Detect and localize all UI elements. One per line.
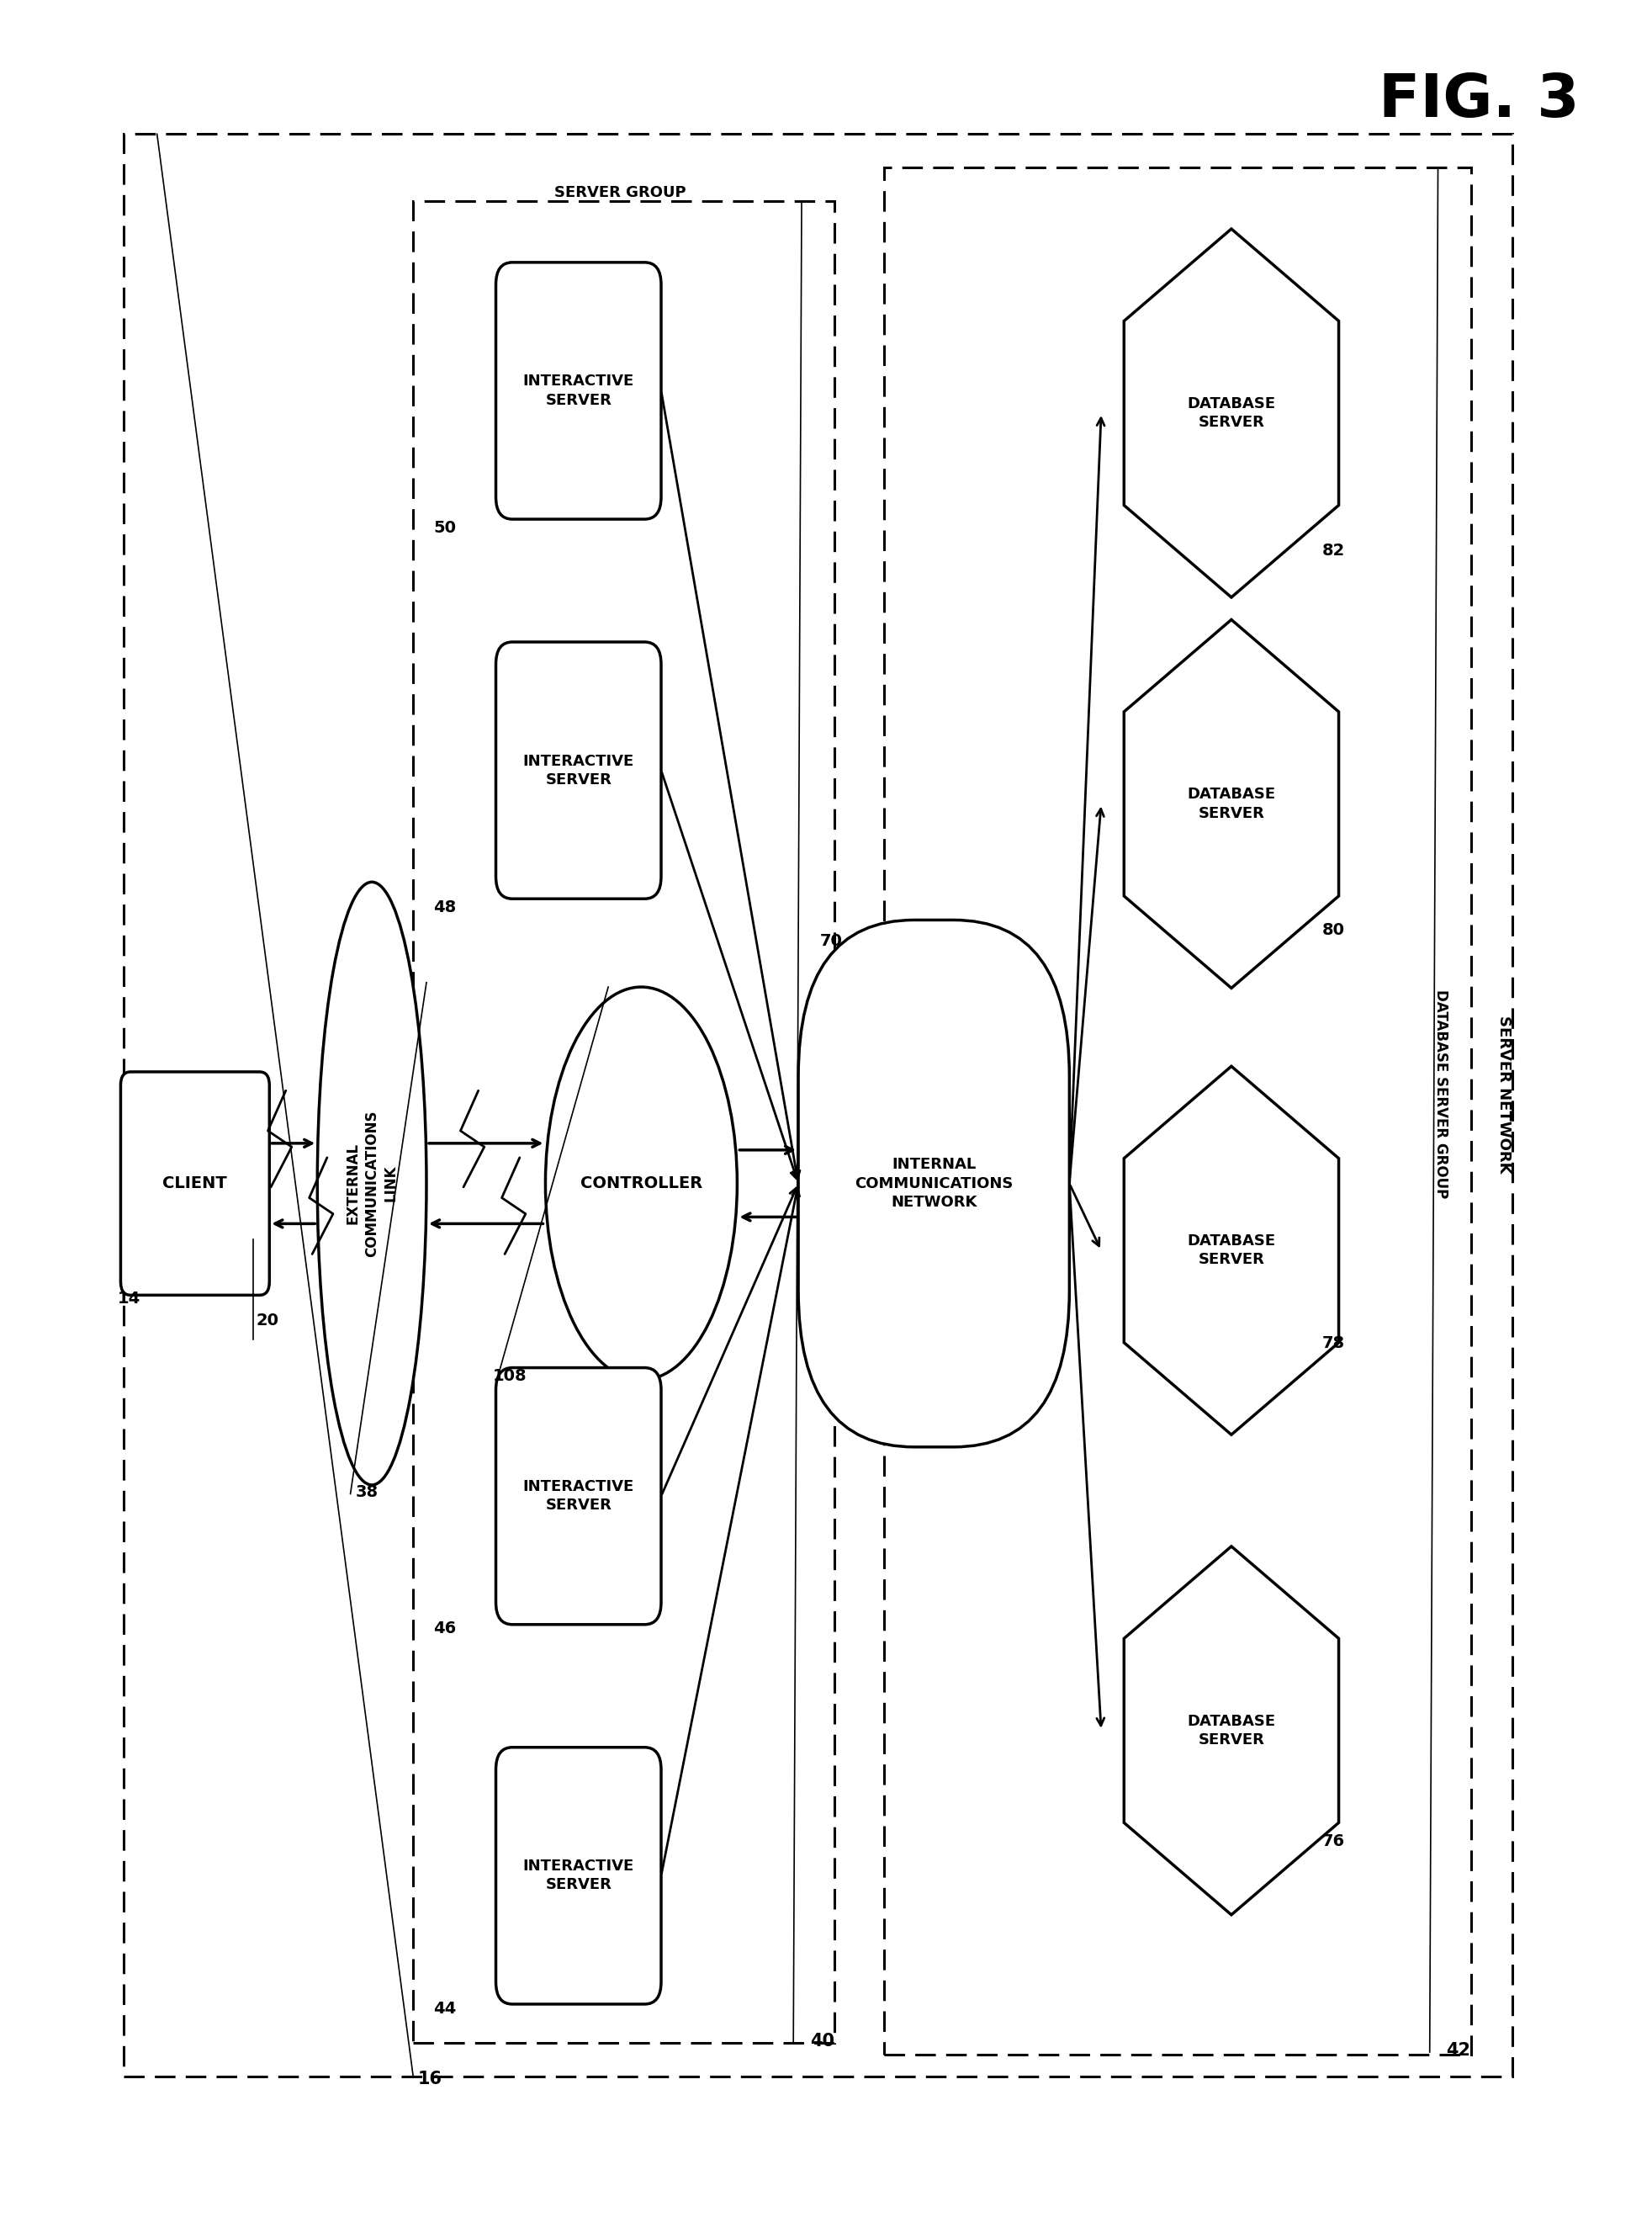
Text: 108: 108 <box>492 1369 527 1384</box>
Text: SERVER NETWORK: SERVER NETWORK <box>1495 1016 1512 1172</box>
Polygon shape <box>1123 1545 1338 1916</box>
Text: CLIENT: CLIENT <box>162 1175 228 1192</box>
FancyBboxPatch shape <box>496 1367 661 1626</box>
Text: 16: 16 <box>418 2070 441 2088</box>
Polygon shape <box>1123 619 1338 987</box>
Text: INTERACTIVE
SERVER: INTERACTIVE SERVER <box>522 373 634 409</box>
Text: INTERNAL
COMMUNICATIONS
NETWORK: INTERNAL COMMUNICATIONS NETWORK <box>854 1157 1013 1210</box>
Text: INTERACTIVE
SERVER: INTERACTIVE SERVER <box>522 753 634 788</box>
Text: DATABASE
SERVER: DATABASE SERVER <box>1186 1233 1275 1268</box>
Bar <box>413 201 834 2043</box>
Text: DATABASE
SERVER: DATABASE SERVER <box>1186 1713 1275 1748</box>
Bar <box>884 167 1470 2054</box>
Ellipse shape <box>545 987 737 1380</box>
Text: DATABASE
SERVER: DATABASE SERVER <box>1186 395 1275 431</box>
FancyBboxPatch shape <box>496 263 661 520</box>
FancyBboxPatch shape <box>121 1072 269 1295</box>
Text: 46: 46 <box>433 1621 456 1637</box>
Polygon shape <box>1123 1067 1338 1436</box>
FancyBboxPatch shape <box>496 643 661 898</box>
Text: 80: 80 <box>1322 922 1345 938</box>
Text: 42: 42 <box>1446 2041 1470 2059</box>
Text: CONTROLLER: CONTROLLER <box>580 1175 702 1192</box>
Text: 82: 82 <box>1322 543 1345 558</box>
Text: EXTERNAL
COMMUNICATIONS
LINK: EXTERNAL COMMUNICATIONS LINK <box>345 1110 398 1257</box>
Text: 76: 76 <box>1322 1833 1345 1849</box>
Text: 48: 48 <box>433 900 456 916</box>
Text: 50: 50 <box>433 520 456 536</box>
Text: 44: 44 <box>433 2001 456 2016</box>
Text: 14: 14 <box>117 1291 140 1306</box>
FancyBboxPatch shape <box>496 1746 661 2005</box>
Ellipse shape <box>317 882 426 1485</box>
Text: 70: 70 <box>819 933 843 949</box>
Bar <box>124 134 1512 2077</box>
FancyBboxPatch shape <box>798 920 1069 1447</box>
Text: 40: 40 <box>809 2032 834 2050</box>
Text: DATABASE
SERVER: DATABASE SERVER <box>1186 786 1275 822</box>
Text: SERVER GROUP: SERVER GROUP <box>553 185 686 201</box>
Text: FIG. 3: FIG. 3 <box>1378 71 1579 130</box>
Text: INTERACTIVE
SERVER: INTERACTIVE SERVER <box>522 1478 634 1514</box>
Text: 20: 20 <box>256 1313 279 1329</box>
Polygon shape <box>1123 230 1338 598</box>
Text: DATABASE SERVER GROUP: DATABASE SERVER GROUP <box>1432 989 1449 1199</box>
Text: 38: 38 <box>355 1485 378 1501</box>
Text: INTERACTIVE
SERVER: INTERACTIVE SERVER <box>522 1858 634 1894</box>
Text: 78: 78 <box>1322 1335 1345 1351</box>
